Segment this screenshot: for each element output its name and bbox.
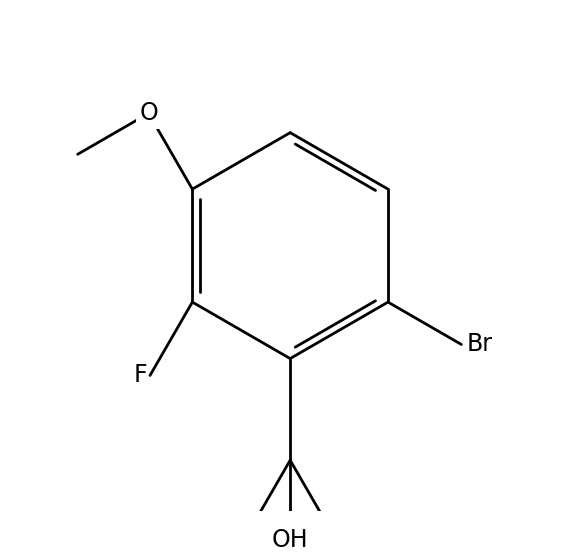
Text: F: F [134, 363, 147, 388]
Text: OH: OH [272, 528, 308, 552]
Text: Br: Br [467, 332, 493, 357]
Text: O: O [139, 102, 158, 125]
